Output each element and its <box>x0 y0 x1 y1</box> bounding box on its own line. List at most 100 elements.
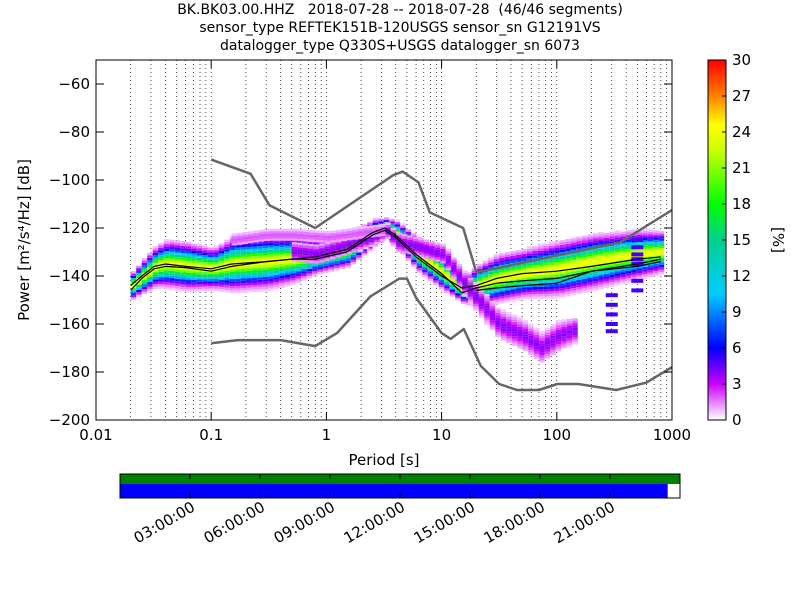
density-cell <box>609 255 615 259</box>
density-cell <box>605 293 618 298</box>
density-cell <box>297 242 303 246</box>
density-cell <box>625 273 632 276</box>
density-cell <box>363 228 369 231</box>
density-cell <box>352 249 358 252</box>
density-cell <box>548 291 555 294</box>
density-cell <box>587 263 593 266</box>
density-cell <box>335 255 342 258</box>
density-cell <box>286 235 292 239</box>
density-cell <box>500 326 507 329</box>
density-cell <box>609 277 615 280</box>
y-axis-label: Power [m²/s⁴/Hz] [dB] <box>15 159 33 321</box>
density-cell <box>330 249 336 252</box>
density-cell <box>207 276 214 279</box>
density-cell <box>576 277 582 280</box>
density-cell <box>319 255 325 258</box>
density-cell <box>429 241 435 244</box>
density-cell <box>257 270 263 273</box>
density-cell <box>625 268 632 271</box>
density-cell <box>572 337 578 340</box>
density-cell <box>401 250 408 254</box>
density-cell <box>603 285 610 289</box>
density-cell <box>152 250 159 253</box>
density-cell <box>603 280 610 284</box>
density-cell <box>313 249 320 252</box>
density-cell <box>218 250 225 254</box>
density-cell <box>528 340 534 343</box>
density-cell <box>229 278 236 282</box>
density-cell <box>185 284 192 288</box>
density-cell <box>554 247 560 251</box>
density-cell <box>484 310 490 314</box>
density-cell <box>515 274 522 277</box>
density-cell <box>297 245 303 248</box>
density-cell <box>550 340 556 344</box>
density-cell <box>207 281 214 284</box>
density-cell <box>473 306 479 309</box>
density-cell <box>257 243 263 247</box>
density-cell <box>207 278 214 282</box>
density-cell <box>614 249 621 252</box>
density-cell <box>242 236 248 240</box>
density-cell <box>231 238 237 241</box>
density-cell <box>174 242 181 246</box>
density-cell <box>504 266 511 269</box>
density-cell <box>631 235 637 239</box>
density-cell <box>422 267 428 270</box>
density-cell <box>346 228 353 231</box>
density-cell <box>592 235 599 239</box>
density-cell <box>302 236 309 240</box>
density-cell <box>191 282 197 285</box>
density-cell <box>242 234 248 237</box>
density-cell <box>279 254 285 257</box>
density-cell <box>559 249 566 253</box>
density-cell <box>598 279 604 283</box>
density-cell <box>163 282 170 285</box>
density-cell <box>433 278 439 281</box>
density-cell <box>416 260 423 264</box>
density-cell <box>262 240 269 244</box>
density-cell <box>389 223 395 227</box>
density-cell <box>180 262 186 266</box>
density-cell <box>246 270 252 274</box>
density-cell <box>279 285 285 288</box>
timeline-tick-label: 06:00:00 <box>201 498 268 547</box>
density-cell <box>484 293 490 297</box>
density-cell <box>180 243 186 246</box>
density-cell <box>352 237 358 240</box>
density-cell <box>297 247 303 250</box>
density-cell <box>350 261 357 265</box>
density-cell <box>598 287 604 290</box>
density-cell <box>136 270 142 273</box>
density-cell <box>576 239 582 242</box>
density-cell <box>213 257 219 260</box>
density-cell <box>642 237 648 241</box>
density-cell <box>163 287 170 290</box>
density-cell <box>566 321 573 324</box>
density-cell <box>548 286 555 289</box>
density-cell <box>566 323 573 327</box>
density-cell <box>297 259 303 262</box>
density-cell <box>511 338 518 341</box>
density-cell <box>484 320 490 323</box>
x-tick-label: 0.1 <box>199 426 223 444</box>
density-cell <box>246 244 252 247</box>
density-cell <box>488 257 494 260</box>
density-cell <box>506 326 512 329</box>
density-cell <box>451 269 457 273</box>
density-cell <box>642 240 648 243</box>
density-cell <box>570 283 577 286</box>
density-cell <box>636 241 643 245</box>
density-cell <box>308 260 314 264</box>
density-cell <box>620 267 626 270</box>
density-cell <box>517 319 523 322</box>
density-cell <box>510 255 516 259</box>
density-cell <box>308 232 314 235</box>
density-cell <box>642 233 648 236</box>
density-cell <box>429 248 435 251</box>
colorbar-tick-label: 9 <box>732 303 742 321</box>
density-cell <box>163 270 170 273</box>
density-cell <box>533 346 540 350</box>
density-cell <box>328 264 335 267</box>
density-cell <box>440 256 446 259</box>
